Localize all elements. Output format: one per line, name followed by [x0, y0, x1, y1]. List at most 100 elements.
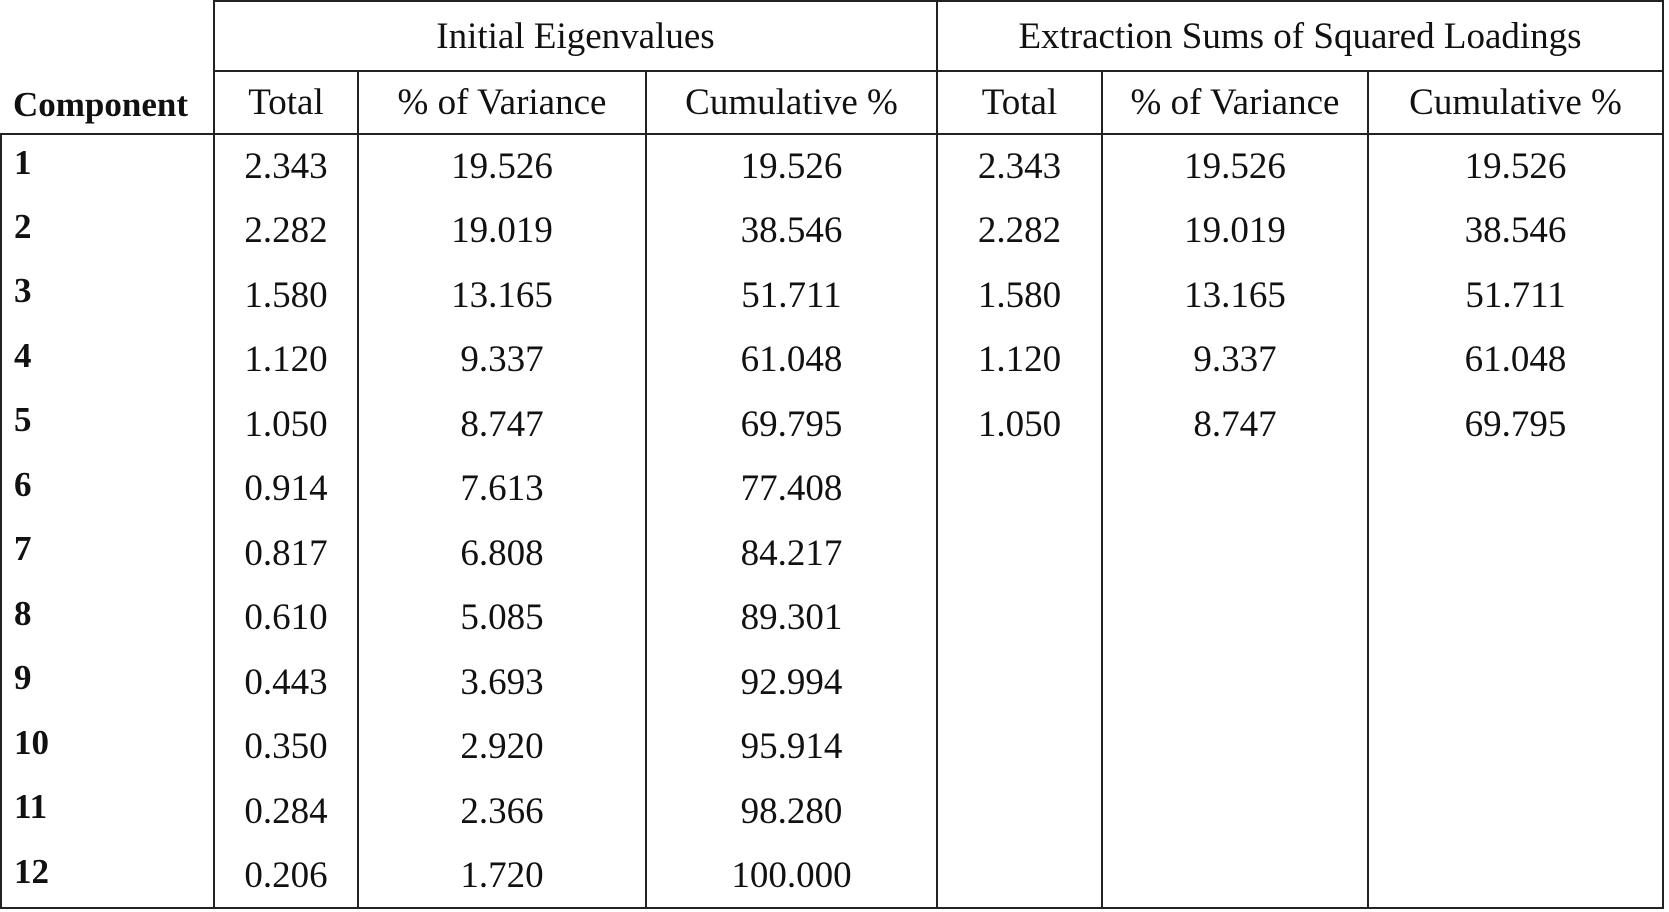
value-cell: 77.408	[645, 456, 938, 521]
column-header: % of Variance	[1101, 70, 1369, 135]
component-cell: 6	[0, 456, 215, 521]
value-cell: 6.808	[357, 521, 647, 586]
value-cell: 19.526	[357, 134, 647, 199]
empty-cell	[1366, 714, 1665, 779]
table-row: 11 0.284 2.366 98.280	[0, 779, 1665, 844]
value-cell: 2.920	[357, 714, 647, 779]
empty-cell	[936, 521, 1103, 586]
component-cell: 8	[0, 585, 215, 650]
component-cell: 3	[0, 263, 215, 328]
empty-cell	[1101, 779, 1369, 844]
value-cell: 2.282	[936, 198, 1103, 263]
group-header: Extraction Sums of Squared Loadings	[935, 0, 1665, 72]
table-row: 1 2.343 19.526 19.526 2.343 19.526 19.526	[0, 134, 1665, 199]
value-cell: 100.000	[645, 843, 938, 909]
value-cell: 19.019	[1101, 198, 1369, 263]
value-cell: 61.048	[645, 327, 938, 392]
component-cell: 4	[0, 327, 215, 392]
value-cell: 84.217	[645, 521, 938, 586]
value-cell: 19.526	[1101, 134, 1369, 199]
value-cell: 95.914	[645, 714, 938, 779]
empty-cell	[1366, 456, 1665, 521]
empty-cell	[1366, 521, 1665, 586]
value-cell: 51.711	[1366, 263, 1665, 328]
value-cell: 1.050	[936, 392, 1103, 457]
value-cell: 0.914	[213, 456, 359, 521]
value-cell: 0.817	[213, 521, 359, 586]
empty-cell	[936, 843, 1103, 909]
empty-cell	[1101, 456, 1369, 521]
value-cell: 61.048	[1366, 327, 1665, 392]
empty-cell	[1101, 843, 1369, 909]
component-cell: 12	[0, 843, 215, 909]
value-cell: 38.546	[645, 198, 938, 263]
value-cell: 51.711	[645, 263, 938, 328]
empty-cell	[1101, 585, 1369, 650]
value-cell: 0.443	[213, 650, 359, 715]
value-cell: 1.720	[357, 843, 647, 909]
header-row: Total% of Variance Cumulative % Total% of …	[1, 70, 1665, 135]
group-header: Initial Eigenvalues	[213, 0, 938, 72]
value-cell: 13.165	[357, 263, 647, 328]
value-cell: 0.610	[213, 585, 359, 650]
value-cell: 69.795	[1366, 392, 1665, 457]
value-cell: 5.085	[357, 585, 647, 650]
empty-cell	[1366, 779, 1665, 844]
table-row: 8 0.610 5.085 89.301	[0, 585, 1665, 650]
value-cell: 2.343	[936, 134, 1103, 199]
empty-cell	[1366, 843, 1665, 909]
value-cell: 19.019	[357, 198, 647, 263]
component-cell: 10	[0, 714, 215, 779]
table-row: 7 0.817 6.808 84.217	[0, 521, 1665, 586]
value-cell: 98.280	[645, 779, 938, 844]
empty-cell	[936, 585, 1103, 650]
value-cell: 19.526	[645, 134, 938, 199]
component-cell: 1	[0, 134, 215, 199]
value-cell: 92.994	[645, 650, 938, 715]
value-cell: 8.747	[1101, 392, 1369, 457]
value-cell: 0.206	[213, 843, 359, 909]
value-cell: 2.343	[213, 134, 359, 199]
column-header: Total	[213, 70, 359, 135]
empty-cell	[1366, 650, 1665, 715]
value-cell: 9.337	[1101, 327, 1369, 392]
value-cell: 1.580	[936, 263, 1103, 328]
column-header: Cumulative %	[1366, 70, 1665, 135]
value-cell: 0.350	[213, 714, 359, 779]
value-cell: 13.165	[1101, 263, 1369, 328]
value-cell: 8.747	[357, 392, 647, 457]
table-row: 5 1.050 8.747 69.795 1.050 8.747 69.795	[0, 392, 1665, 457]
value-cell: 2.282	[213, 198, 359, 263]
table-row: 3 1.580 13.165 51.711 1.580 13.165 51.711	[0, 263, 1665, 328]
value-cell: 89.301	[645, 585, 938, 650]
empty-cell	[936, 714, 1103, 779]
component-cell: 5	[0, 392, 215, 457]
empty-cell	[1101, 650, 1369, 715]
value-cell: 7.613	[357, 456, 647, 521]
value-cell: 9.337	[357, 327, 647, 392]
component-cell: 9	[0, 650, 215, 715]
value-cell: 19.526	[1366, 134, 1665, 199]
table-header: Component Initial Eigenvalues Extraction…	[1, 0, 1665, 135]
table-row: 12 0.206 1.720 100.000	[0, 843, 1665, 909]
component-cell: 7	[0, 521, 215, 586]
value-cell: 1.120	[213, 327, 359, 392]
value-cell: 3.693	[357, 650, 647, 715]
value-cell: 38.546	[1366, 198, 1665, 263]
table-body: 1 2.343 19.526 19.526 2.343 19.526 19.526 2 2.28…	[0, 134, 1665, 909]
component-cell: 2	[0, 198, 215, 263]
value-cell: 1.580	[213, 263, 359, 328]
empty-cell	[936, 650, 1103, 715]
component-header: Component	[1, 1, 215, 135]
column-header: Cumulative %	[645, 70, 938, 135]
empty-cell	[936, 456, 1103, 521]
empty-cell	[1101, 714, 1369, 779]
empty-cell	[1366, 585, 1665, 650]
value-cell: 2.366	[357, 779, 647, 844]
component-cell: 11	[0, 779, 215, 844]
column-header: % of Variance	[357, 70, 647, 135]
table-row: 9 0.443 3.693 92.994	[0, 650, 1665, 715]
value-cell: 0.284	[213, 779, 359, 844]
